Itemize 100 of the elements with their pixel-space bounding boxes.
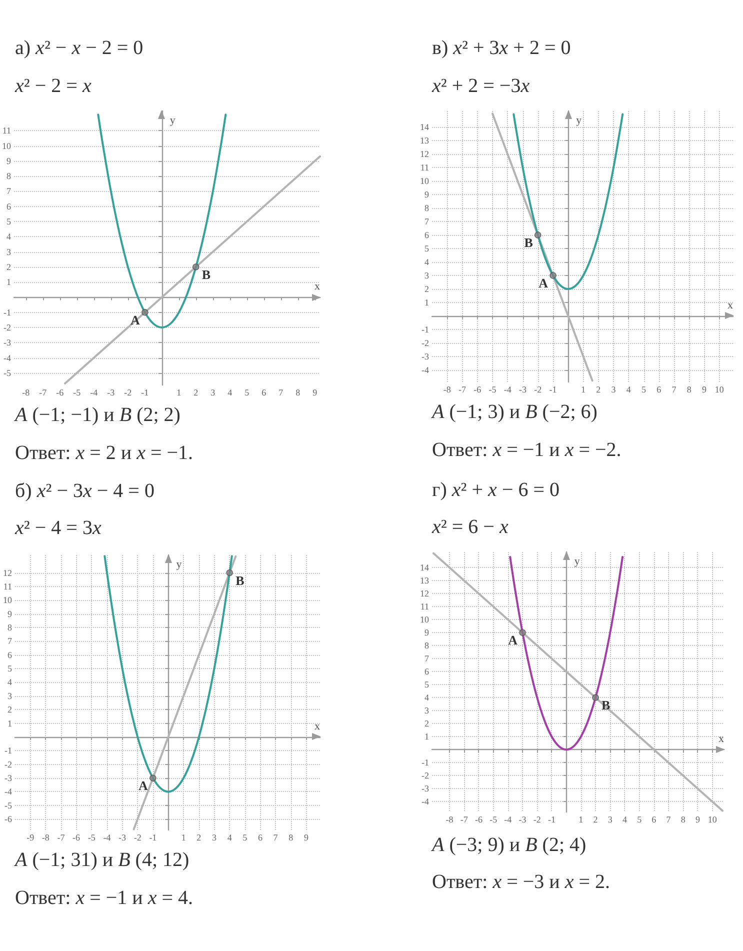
y-tick-label: 3 xyxy=(6,246,12,257)
x-tick-label: -8 xyxy=(446,814,454,824)
chart-subtitle: x² + 2 = −3x xyxy=(432,74,530,99)
x-tick-label: -3 xyxy=(519,384,527,394)
y-tick-label: 8 xyxy=(6,171,12,182)
x-tick-label: -4 xyxy=(504,814,512,824)
y-tick-label: 11 xyxy=(420,602,429,612)
y-tick-label: 6 xyxy=(6,201,12,212)
x-tick-label: -8 xyxy=(443,384,452,394)
y-tick-label: 8 xyxy=(424,203,430,214)
chart-title: г) x² + x − 6 = 0 xyxy=(432,478,560,503)
x-tick-label: -6 xyxy=(474,814,483,824)
y-tick-label: 6 xyxy=(424,666,430,677)
x-tick-label: 9 xyxy=(312,388,318,398)
text: A (−1; −1) и B (2; 2) xyxy=(15,403,180,428)
y-tick-label: -4 xyxy=(4,786,12,797)
text: Ответ: x = −1 и x = −2. xyxy=(432,438,622,463)
x-tick-label: -1 xyxy=(141,388,149,398)
x-tick-label: 10 xyxy=(714,384,724,394)
x-tick-label: 6 xyxy=(656,384,662,394)
y-tick-label: 8 xyxy=(8,622,12,633)
x-tick-label: -5 xyxy=(490,814,498,824)
x-tick-label: 1 xyxy=(578,814,584,824)
x-tick-label: -4 xyxy=(504,384,512,394)
y-tick-label: 11 xyxy=(420,162,429,173)
y-tick-label: -4 xyxy=(422,796,430,807)
x-tick-label: 3 xyxy=(611,384,616,394)
x-tick-label: -7 xyxy=(39,388,48,398)
x-tick-label: 9 xyxy=(702,384,708,394)
y-tick-label: 9 xyxy=(8,608,12,619)
x-tick-label: 6 xyxy=(262,388,267,398)
x-tick-label: -7 xyxy=(458,384,466,394)
x-tick-label: 1 xyxy=(181,832,186,842)
x-tick-label: 4 xyxy=(228,388,233,398)
y-tick-label: 4 xyxy=(6,232,12,242)
x-tick-label: 7 xyxy=(672,384,677,394)
x-axis-title: x xyxy=(728,299,734,312)
annotation: B xyxy=(202,266,211,282)
y-tick-label: 10 xyxy=(2,140,12,151)
y-tick-label: 6 xyxy=(8,650,12,660)
y-tick-label: 12 xyxy=(420,588,429,599)
x-tick-label: 7 xyxy=(666,814,672,824)
y-tick-label: 5 xyxy=(424,244,430,254)
x-tick-label: 1 xyxy=(581,384,586,394)
y-axis-title: y xyxy=(170,114,176,126)
x-tick-label: -8 xyxy=(42,832,50,842)
x-tick-label: -2 xyxy=(134,832,142,842)
y-tick-label: 1 xyxy=(424,297,429,308)
y-tick-label: -4 xyxy=(4,352,12,363)
y-tick-label: -3 xyxy=(422,784,430,794)
x-tick-label: 1 xyxy=(176,388,182,398)
x-tick-label: -6 xyxy=(56,388,64,398)
annotation: A xyxy=(538,275,549,290)
x-tick-label: 6 xyxy=(258,832,263,842)
text: Ответ: x = −3 и x = 2. xyxy=(432,870,610,895)
x-tick-label: 5 xyxy=(244,388,250,398)
x-tick-label: -6 xyxy=(72,832,81,842)
line-series xyxy=(509,556,624,751)
y-tick-label: -2 xyxy=(4,322,11,332)
x-tick-label: 2 xyxy=(194,388,198,398)
y-tick-label: 7 xyxy=(6,186,12,196)
y-tick-label: 2 xyxy=(424,284,429,294)
y-tick-label: 10 xyxy=(420,614,430,625)
x-tick-label: -4 xyxy=(103,832,112,842)
y-tick-label: 7 xyxy=(424,654,430,664)
x-tick-label: -1 xyxy=(149,832,157,842)
x-tick-label: 8 xyxy=(296,388,301,398)
y-tick-label: 8 xyxy=(424,640,430,651)
y-tick-label: 1 xyxy=(424,732,429,742)
chart-subtitle: x² − 2 = x xyxy=(15,74,92,99)
y-tick-label: 4 xyxy=(424,257,430,268)
y-tick-label: 3 xyxy=(424,706,430,716)
y-tick-label: -1 xyxy=(422,324,429,334)
y-tick-label: 11 xyxy=(3,581,12,592)
x-tick-label: 9 xyxy=(695,814,700,824)
x-tick-label: 2 xyxy=(596,384,601,394)
y-tick-label: 6 xyxy=(424,230,430,240)
chart-subtitle: x² = 6 − x xyxy=(432,515,508,540)
x-tick-label: 9 xyxy=(304,832,309,842)
text: Ответ: x = −1 и x = 4. xyxy=(15,886,194,911)
x-tick-label: 4 xyxy=(622,814,628,824)
y-tick-label: -2 xyxy=(4,759,12,770)
y-tick-label: 7 xyxy=(8,636,12,646)
y-tick-label: 3 xyxy=(424,270,430,280)
y-tick-label: 1 xyxy=(8,718,12,728)
x-axis-title: x xyxy=(718,733,724,746)
x-tick-label: -9 xyxy=(26,832,35,842)
x-tick-label: 3 xyxy=(210,388,216,398)
y-axis-title: y xyxy=(574,556,580,568)
y-tick-label: 10 xyxy=(420,176,430,186)
x-tick-label: -1 xyxy=(548,814,556,824)
x-axis-title: x xyxy=(314,720,320,732)
y-tick-label: 4 xyxy=(424,692,430,703)
x-tick-label: -6 xyxy=(474,384,482,394)
annotation: B xyxy=(524,235,534,250)
x-tick-label: 2 xyxy=(593,814,598,824)
x-tick-label: 3 xyxy=(212,832,217,842)
line-series xyxy=(97,114,227,328)
x-tick-label: -5 xyxy=(73,388,82,398)
y-tick-label: -1 xyxy=(4,746,12,756)
